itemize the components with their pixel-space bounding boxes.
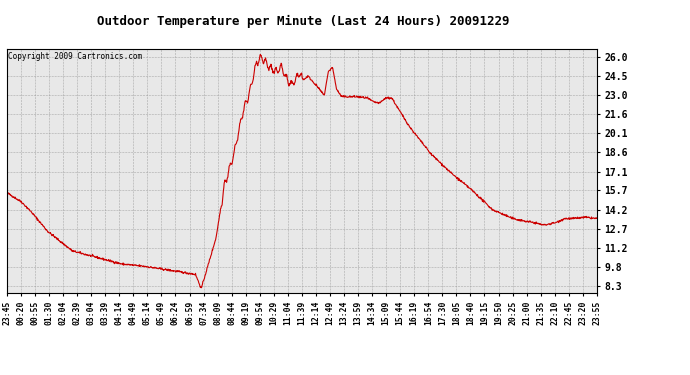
Text: Copyright 2009 Cartronics.com: Copyright 2009 Cartronics.com	[8, 53, 142, 62]
Text: Outdoor Temperature per Minute (Last 24 Hours) 20091229: Outdoor Temperature per Minute (Last 24 …	[97, 15, 510, 28]
